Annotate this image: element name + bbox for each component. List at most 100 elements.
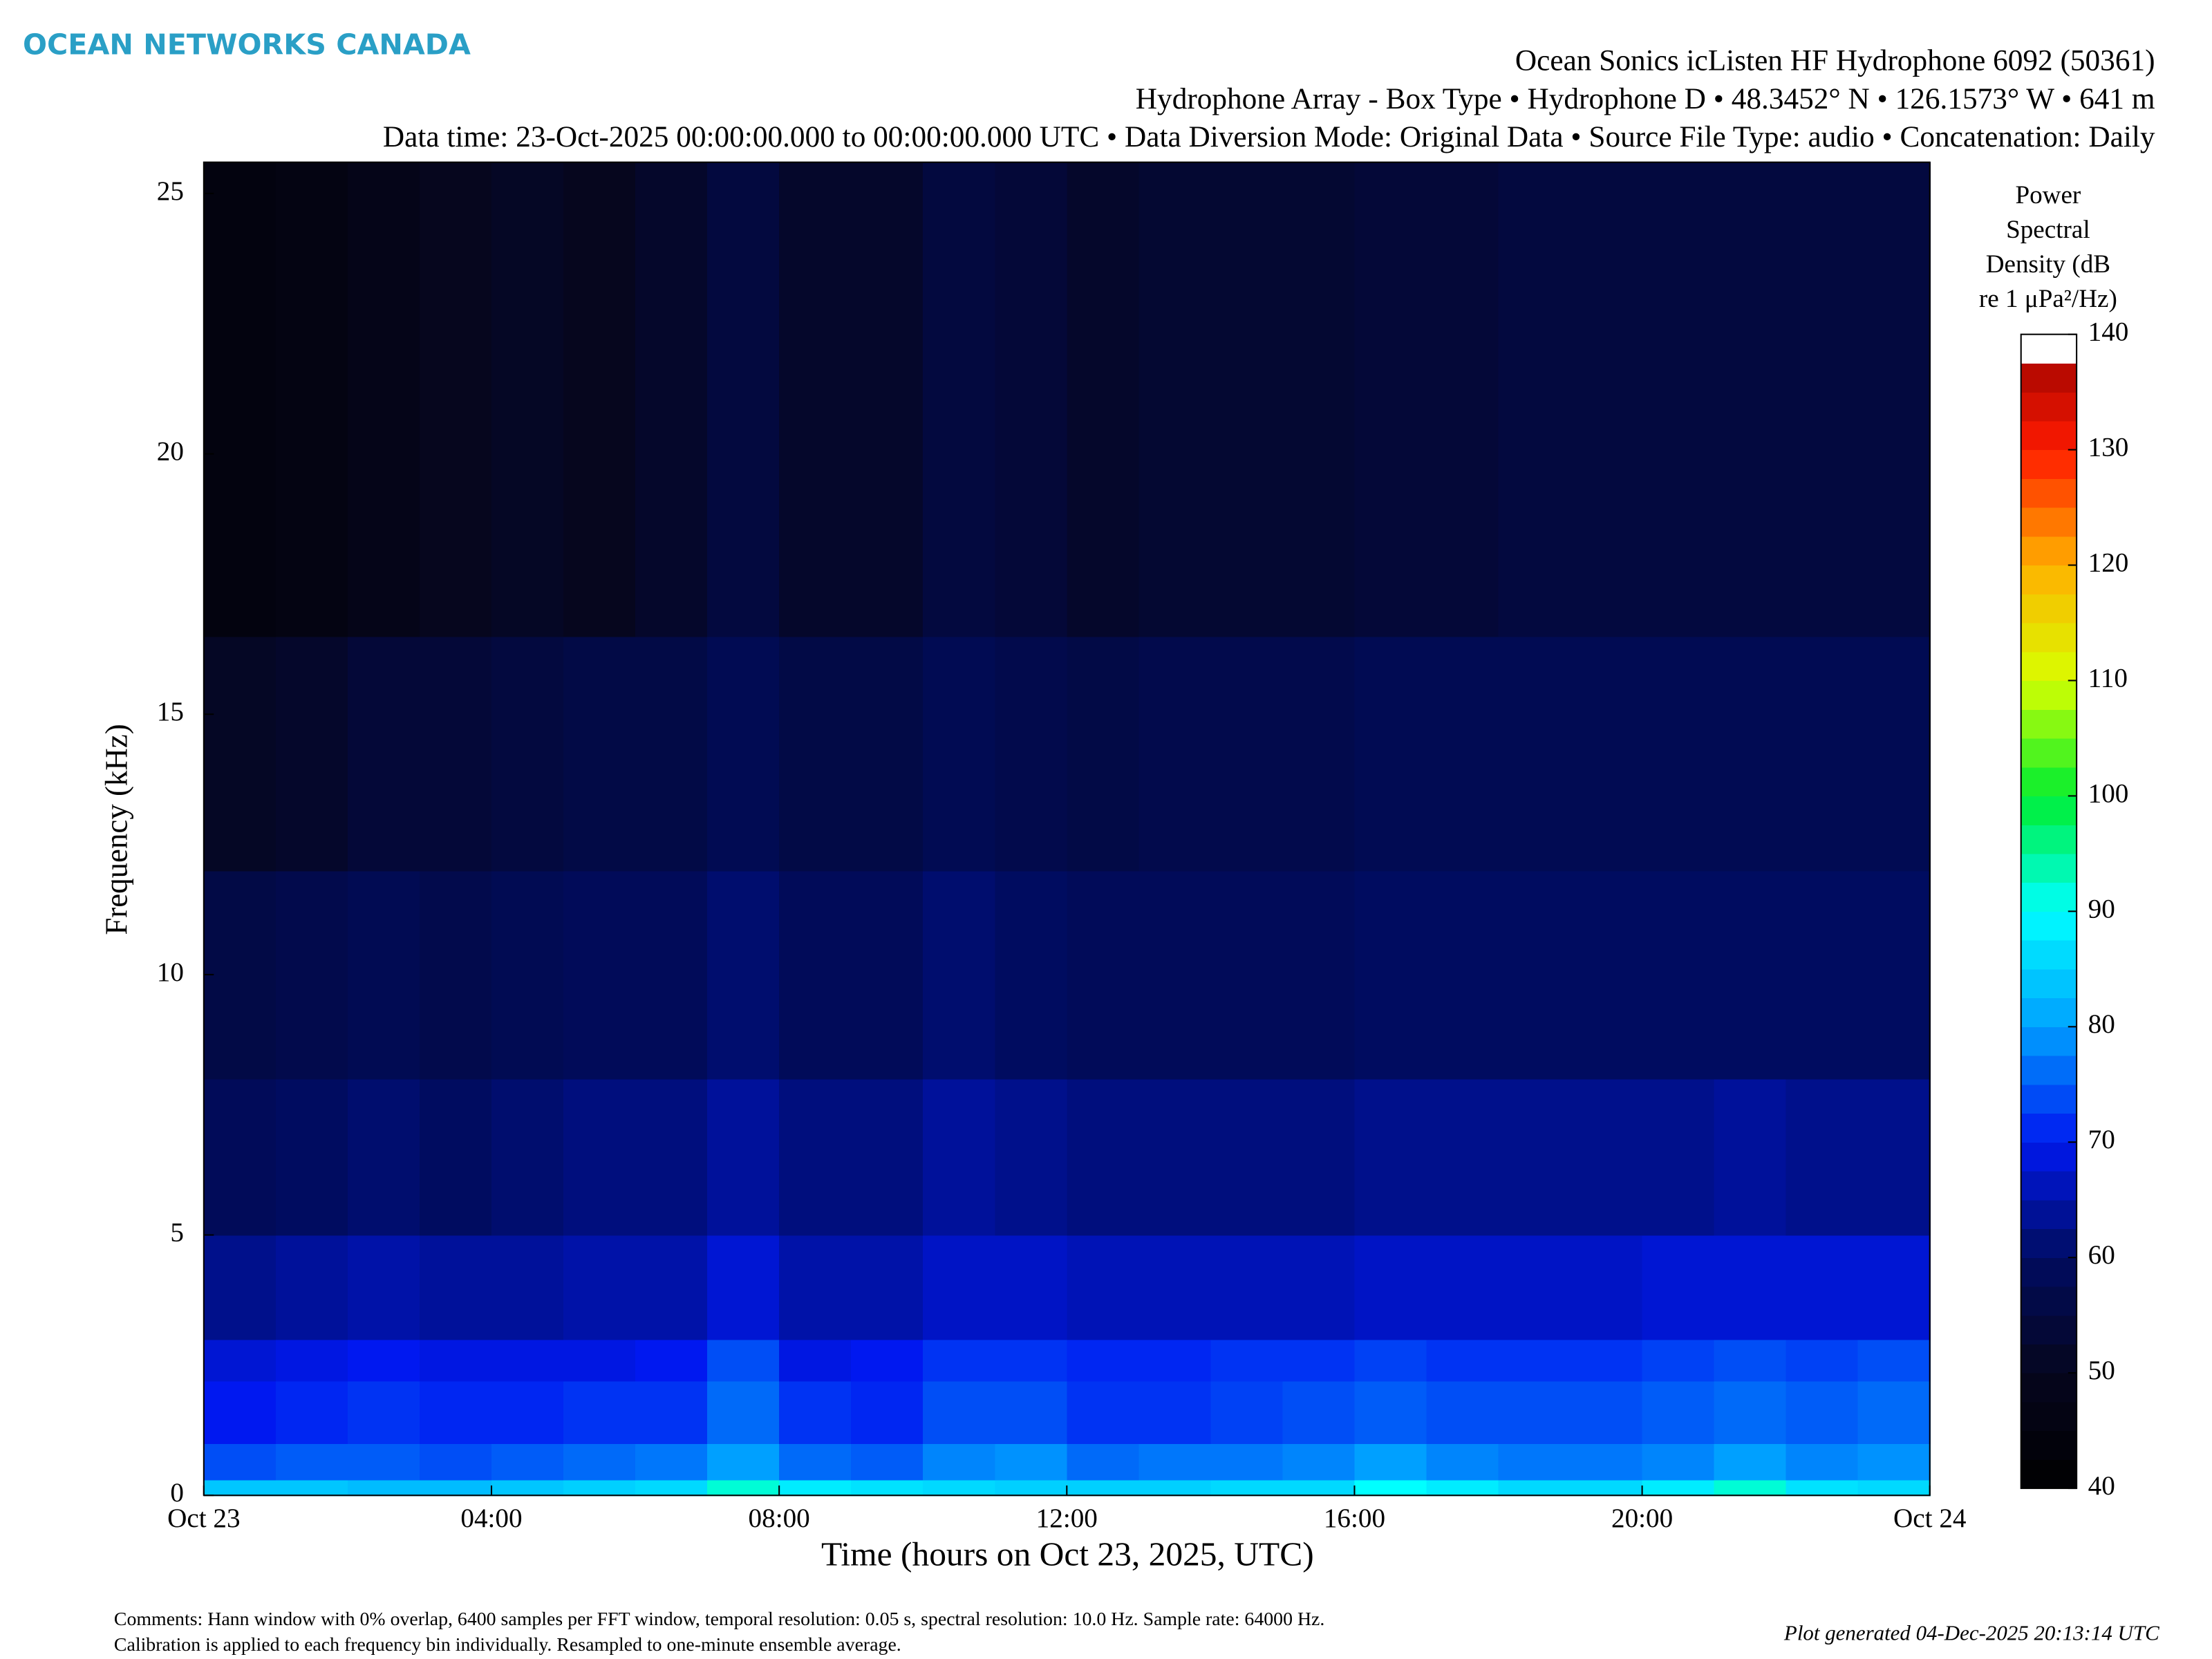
spectrogram-cell (1785, 1443, 1859, 1481)
spectrogram-cell (1210, 1078, 1284, 1236)
spectrogram-cell (563, 870, 637, 1080)
spectrogram-cell (1138, 1443, 1212, 1481)
spectrogram-cell (563, 1479, 637, 1497)
spectrogram-cell (1067, 1479, 1140, 1497)
spectrogram-cell (1210, 162, 1284, 637)
colorbar-band (2021, 825, 2077, 854)
spectrogram-cell (1282, 1078, 1356, 1236)
spectrogram-cell (1498, 1339, 1571, 1382)
spectrogram-cell (779, 1380, 852, 1444)
y-tick-label: 15 (157, 697, 184, 727)
spectrogram-cell (923, 1339, 996, 1382)
colorbar-band (2021, 968, 2077, 999)
spectrogram-cell (1426, 1443, 1499, 1481)
spectrogram-cell (491, 162, 565, 637)
spectrogram-cell (419, 1479, 493, 1497)
y-tick-label: 0 (170, 1478, 184, 1508)
spectrogram-cell (851, 1443, 924, 1481)
spectrogram-cell (491, 1235, 565, 1340)
spectrogram-cell (203, 1443, 276, 1481)
spectrogram-cell (923, 162, 996, 637)
spectrogram-cell (203, 1380, 276, 1444)
spectrogram-cell (1426, 1339, 1499, 1382)
spectrogram-cell (707, 1443, 780, 1481)
spectrogram-cell (275, 1339, 348, 1382)
spectrogram-cell (1785, 1380, 1859, 1444)
y-axis-label: Frequency (kHz) (99, 724, 133, 935)
colorbar-band (2021, 594, 2077, 624)
spectrogram-cell (923, 1443, 996, 1481)
spectrogram-cell (923, 1078, 996, 1236)
colorbar-band (2021, 507, 2077, 537)
colorbar-band (2021, 1257, 2077, 1287)
spectrogram-cell (707, 1479, 780, 1497)
spectrogram-cell (419, 1443, 493, 1481)
spectrogram-cell (923, 636, 996, 872)
colorbar-band (2021, 1401, 2077, 1432)
comment: Calibration is applied to each frequency… (114, 1633, 901, 1655)
spectrogram-cell (203, 870, 276, 1080)
spectrogram-cell (1642, 162, 1715, 637)
colorbar-band (2021, 1286, 2077, 1316)
colorbar-band (2021, 1315, 2077, 1344)
spectrogram-cell (1642, 1078, 1715, 1236)
spectrogram-cell (995, 1078, 1068, 1236)
comment: Comments: Hann window with 0% overlap, 6… (114, 1608, 1324, 1629)
colorbar-tick-label: 110 (2088, 664, 2128, 693)
title-line: Data time: 23-Oct-2025 00:00:00.000 to 0… (383, 121, 2155, 153)
spectrogram-cell (1210, 1443, 1284, 1481)
spectrogram-cell (275, 1235, 348, 1340)
colorbar-band (2021, 536, 2077, 566)
spectrogram-cell (635, 1443, 709, 1481)
spectrogram-cell (1714, 1380, 1787, 1444)
spectrogram-cell (779, 1235, 852, 1340)
spectrogram-cell (1426, 870, 1499, 1080)
colorbar-tick-label: 40 (2088, 1471, 2115, 1501)
spectrogram-cell (923, 1479, 996, 1497)
spectrogram-cell (779, 870, 852, 1080)
colorbar-label: Power (2015, 180, 2081, 209)
spectrogram-cell (1642, 1479, 1715, 1497)
colorbar-tick-label: 120 (2088, 548, 2129, 578)
spectrogram-cell (995, 1339, 1068, 1382)
spectrogram-cell (851, 162, 924, 637)
x-tick-label: Oct 23 (167, 1503, 241, 1533)
spectrogram-cell (923, 1235, 996, 1340)
spectrogram-cell (1857, 1380, 1931, 1444)
colorbar-band (2021, 680, 2077, 710)
spectrogram-cell (1642, 1339, 1715, 1382)
spectrogram-cell (1067, 1443, 1140, 1481)
spectrogram-cell (347, 1479, 420, 1497)
colorbar-band (2021, 1142, 2077, 1172)
spectrogram-cell (563, 636, 637, 872)
spectrogram-cell (1857, 1235, 1931, 1340)
spectrogram-cell (275, 1443, 348, 1481)
spectrogram-cell (851, 1380, 924, 1444)
spectrogram-cell (779, 1339, 852, 1382)
spectrogram (203, 162, 1931, 1497)
spectrogram-cell (347, 1235, 420, 1340)
spectrogram-cell (851, 1339, 924, 1382)
spectrogram-cell (851, 636, 924, 872)
spectrogram-cell (1570, 870, 1643, 1080)
colorbar-band (2021, 565, 2077, 594)
spectrogram-cell (563, 1339, 637, 1382)
spectrogram-cell (347, 1443, 420, 1481)
spectrogram-cell (1282, 1380, 1356, 1444)
spectrogram-cell (1282, 1443, 1356, 1481)
spectrogram-cell (1354, 1443, 1427, 1481)
colorbar-band (2021, 1373, 2077, 1403)
spectrogram-cell (275, 636, 348, 872)
spectrogram-cell (1210, 1235, 1284, 1340)
spectrogram-cell (347, 870, 420, 1080)
spectrogram-cell (851, 1235, 924, 1340)
spectrogram-cell (1354, 1235, 1427, 1340)
spectrogram-cell (923, 870, 996, 1080)
spectrogram-cell (1857, 1479, 1931, 1497)
spectrogram-cell (347, 636, 420, 872)
y-tick-label: 20 (157, 437, 184, 467)
spectrogram-cell (851, 870, 924, 1080)
generated-note: Plot generated 04-Dec-2025 20:13:14 UTC (1783, 1621, 2159, 1644)
spectrogram-cell (1570, 1235, 1643, 1340)
spectrogram-cell (635, 162, 709, 637)
